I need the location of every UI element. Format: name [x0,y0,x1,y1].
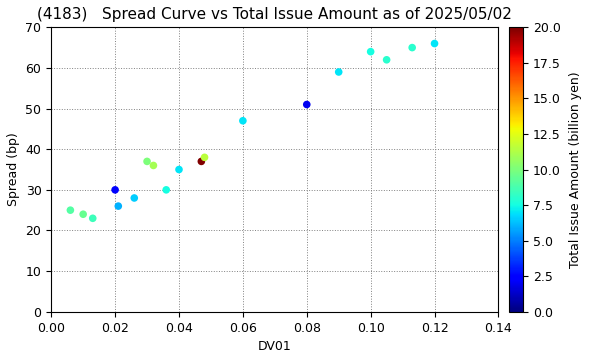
X-axis label: DV01: DV01 [258,340,292,353]
Title: (4183)   Spread Curve vs Total Issue Amount as of 2025/05/02: (4183) Spread Curve vs Total Issue Amoun… [37,7,512,22]
Y-axis label: Spread (bp): Spread (bp) [7,132,20,206]
Point [110,187,120,193]
Point [65,207,75,213]
Point [88,215,98,221]
Point [200,154,209,160]
Point [174,167,184,172]
Point [238,118,248,123]
Point [407,45,417,50]
Point [149,163,158,168]
Point [366,49,376,55]
Point [382,57,391,63]
Point [302,102,311,107]
Point [430,41,439,46]
Point [142,158,152,164]
Point [197,158,206,164]
Point [334,69,344,75]
Y-axis label: Total Issue Amount (billion yen): Total Issue Amount (billion yen) [569,71,583,268]
Point [113,203,123,209]
Point [130,195,139,201]
Point [79,211,88,217]
Point [161,187,171,193]
